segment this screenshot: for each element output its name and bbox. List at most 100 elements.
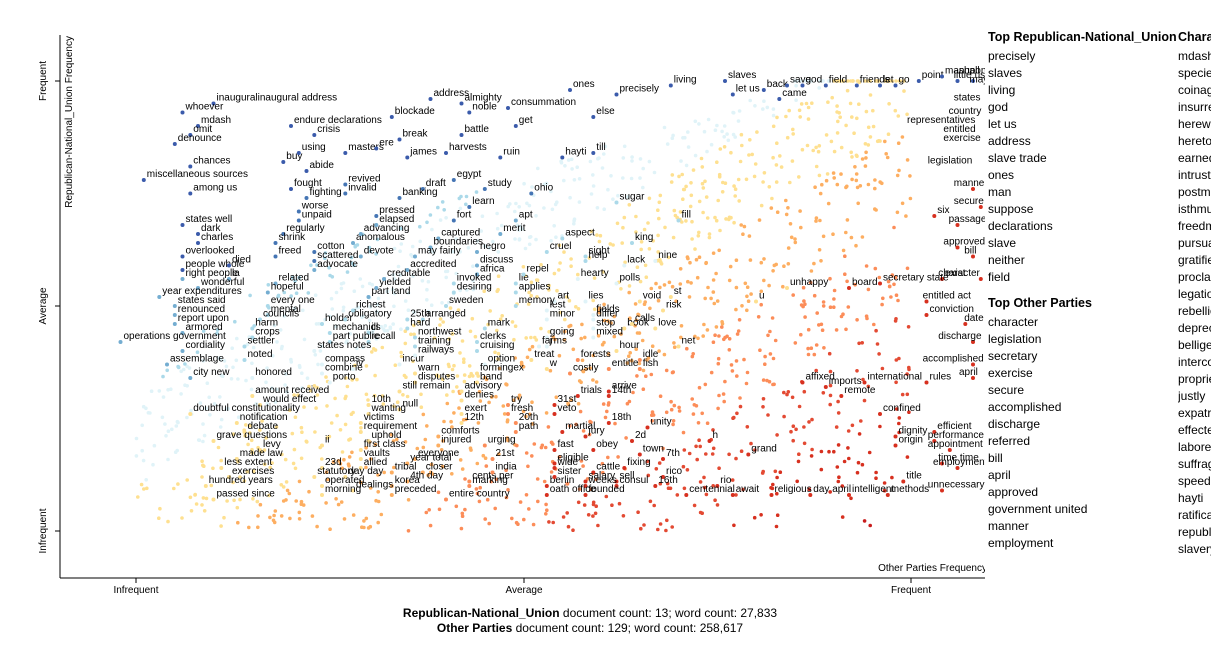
term-label[interactable]: slaves	[728, 70, 756, 81]
term-label[interactable]: discuss	[480, 255, 513, 266]
labeled-term-dot[interactable]	[878, 83, 882, 88]
labeled-term-dot[interactable]	[544, 250, 549, 254]
term-label[interactable]: anomalous	[356, 232, 405, 243]
term-label[interactable]: unhappy	[790, 277, 828, 288]
term-label[interactable]: affixed	[806, 372, 835, 383]
term-label[interactable]: still remain	[403, 381, 451, 392]
labeled-term-dot[interactable]	[591, 335, 596, 340]
labeled-term-dot[interactable]	[451, 281, 456, 286]
term-label[interactable]: 23d	[325, 457, 342, 468]
term-label[interactable]: yielded	[379, 277, 411, 288]
labeled-term-dot[interactable]	[637, 299, 642, 304]
term-label[interactable]: first class	[364, 439, 406, 450]
labeled-term-dot[interactable]	[591, 326, 596, 331]
term-label[interactable]: recall	[372, 331, 396, 342]
labeled-term-dot[interactable]	[296, 218, 301, 223]
term-label[interactable]: w	[549, 358, 558, 369]
labeled-term-dot[interactable]	[971, 254, 975, 259]
labeled-term-dot[interactable]	[459, 133, 464, 137]
term-label[interactable]: creditable	[387, 268, 431, 279]
labeled-term-dot[interactable]	[405, 155, 410, 160]
labeled-term-dot[interactable]	[180, 254, 185, 259]
labeled-term-dot[interactable]	[389, 115, 394, 119]
labeled-term-dot[interactable]	[575, 277, 580, 281]
labeled-term-dot[interactable]	[583, 493, 588, 497]
top-other-term[interactable]: april	[988, 468, 1011, 482]
labeled-term-dot[interactable]	[723, 79, 727, 83]
labeled-term-dot[interactable]	[428, 245, 433, 250]
labeled-term-dot[interactable]	[552, 299, 557, 304]
characteristic-term[interactable]: legations	[1178, 287, 1211, 301]
term-label[interactable]: 25th	[410, 309, 429, 320]
top-other-term[interactable]: manner	[988, 519, 1029, 533]
labeled-term-dot[interactable]	[947, 448, 952, 452]
term-label[interactable]: la	[232, 268, 240, 279]
top-other-term[interactable]: secretary	[988, 349, 1038, 363]
term-label[interactable]: book	[627, 318, 650, 329]
term-label[interactable]: consul	[620, 475, 649, 486]
top-republican-term[interactable]: field	[988, 270, 1011, 284]
term-label[interactable]: idle	[643, 349, 659, 360]
labeled-term-dot[interactable]	[180, 110, 185, 115]
term-label[interactable]: related	[279, 273, 310, 284]
term-label[interactable]: love	[658, 318, 677, 329]
term-label[interactable]: learn	[472, 196, 494, 207]
labeled-term-dot[interactable]	[413, 457, 417, 461]
labeled-term-dot[interactable]	[413, 371, 417, 376]
labeled-term-dot[interactable]	[482, 443, 487, 448]
labeled-term-dot[interactable]	[637, 367, 642, 371]
labeled-term-dot[interactable]	[289, 187, 293, 191]
term-label[interactable]: hopeful	[271, 282, 304, 293]
term-label[interactable]: forests	[581, 349, 611, 360]
term-label[interactable]: 4th day	[410, 471, 443, 482]
term-label[interactable]: employment	[933, 457, 985, 468]
term-label[interactable]: ere	[379, 138, 394, 149]
labeled-term-dot[interactable]	[312, 250, 317, 254]
labeled-term-dot[interactable]	[761, 88, 766, 92]
labeled-term-dot[interactable]	[606, 389, 611, 394]
labeled-term-dot[interactable]	[490, 457, 495, 461]
term-label[interactable]: day day	[348, 466, 383, 477]
characteristic-term[interactable]: intercourse	[1178, 355, 1211, 369]
term-label[interactable]: city new	[193, 367, 230, 378]
top-other-term[interactable]: approved	[988, 485, 1039, 499]
labeled-term-dot[interactable]	[405, 317, 410, 322]
labeled-term-dot[interactable]	[847, 286, 851, 290]
labeled-term-dot[interactable]	[258, 317, 262, 322]
term-label[interactable]: performance	[928, 430, 985, 441]
term-label[interactable]: iv	[356, 358, 363, 369]
labeled-term-dot[interactable]	[971, 362, 975, 367]
labeled-term-dot[interactable]	[475, 272, 479, 277]
labeled-term-dot[interactable]	[591, 317, 596, 322]
labeled-term-dot[interactable]	[273, 241, 278, 245]
term-label[interactable]: ohio	[534, 183, 553, 194]
term-label[interactable]: st	[674, 286, 682, 297]
term-label[interactable]: ill	[372, 322, 379, 333]
term-label[interactable]: fort	[457, 210, 472, 221]
term-label[interactable]: mdash	[201, 115, 231, 126]
term-label[interactable]: revived	[348, 174, 380, 185]
labeled-term-dot[interactable]	[351, 241, 355, 245]
labeled-term-dot[interactable]	[614, 92, 619, 97]
labeled-term-dot[interactable]	[351, 488, 355, 493]
labeled-term-dot[interactable]	[382, 277, 386, 281]
labeled-term-dot[interactable]	[506, 412, 510, 416]
labeled-term-dot[interactable]	[630, 439, 634, 443]
labeled-term-dot[interactable]	[234, 457, 239, 461]
term-label[interactable]: may	[969, 75, 985, 86]
labeled-term-dot[interactable]	[940, 74, 944, 79]
term-label[interactable]: upon	[964, 66, 985, 77]
term-label[interactable]: unpaid	[302, 210, 332, 221]
term-label[interactable]: statutory	[317, 466, 355, 477]
top-republican-term[interactable]: declarations	[988, 219, 1053, 233]
term-label[interactable]: fill	[682, 210, 691, 221]
characteristic-term[interactable]: suffrage	[1178, 457, 1211, 471]
labeled-term-dot[interactable]	[808, 493, 813, 497]
labeled-term-dot[interactable]	[676, 344, 681, 349]
term-label[interactable]: assemblage	[170, 354, 224, 365]
labeled-term-dot[interactable]	[800, 380, 805, 385]
labeled-term-dot[interactable]	[630, 322, 634, 326]
labeled-term-dot[interactable]	[940, 277, 944, 281]
labeled-term-dot[interactable]	[397, 407, 402, 412]
labeled-term-dot[interactable]	[963, 322, 968, 326]
